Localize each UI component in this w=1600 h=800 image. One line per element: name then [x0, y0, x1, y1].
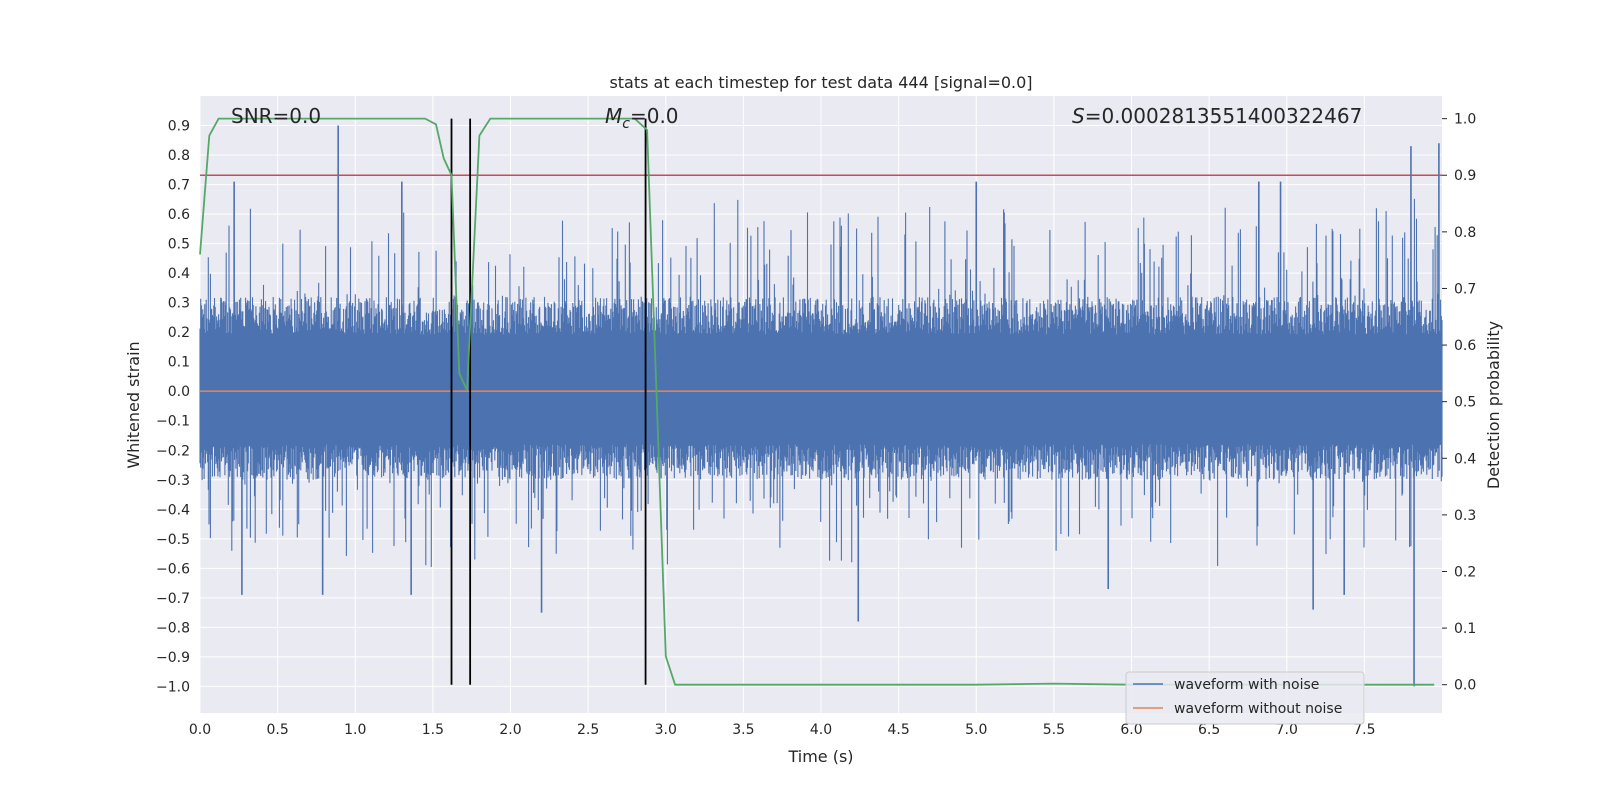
y-tick-label: 0.8 [168, 148, 190, 164]
y2-tick-label: 0.9 [1454, 168, 1476, 184]
legend-label-noise: waveform with noise [1174, 677, 1319, 693]
x-tick-label: 5.0 [965, 722, 987, 738]
x-tick-label: 2.0 [499, 722, 521, 738]
y2-axis-label: Detection probability [1484, 321, 1503, 489]
mc-subscript: c [622, 116, 630, 132]
x-tick-label: 1.0 [344, 722, 366, 738]
legend-box [1125, 671, 1365, 725]
x-tick-label: 0.0 [189, 722, 211, 738]
detection-probability-line [199, 117, 1435, 686]
x-tick-label: 2.5 [577, 722, 599, 738]
y2-tick-label: 0.6 [1454, 338, 1476, 354]
mc-value: =0.0 [630, 104, 679, 128]
y-tick-label: −0.1 [156, 414, 190, 430]
x-tick-label: 7.5 [1353, 722, 1375, 738]
x-tick-label: 7.0 [1276, 722, 1298, 738]
y-tick-label: 0.0 [168, 384, 190, 400]
x-tick-label: 3.5 [732, 722, 754, 738]
x-axis-label: Time (s) [787, 747, 853, 766]
s-value: =0.0002813551400322467 [1085, 104, 1363, 128]
x-tick-label: 6.0 [1120, 722, 1142, 738]
y-tick-label: 0.1 [168, 355, 190, 371]
y2-tick-label: 0.3 [1454, 508, 1476, 524]
x-tick-label: 1.5 [422, 722, 444, 738]
legend-label-clean: waveform without noise [1174, 701, 1342, 717]
x-tick-label: 0.5 [266, 722, 288, 738]
y-tick-label: −0.2 [156, 443, 190, 459]
x-tick-label: 3.0 [655, 722, 677, 738]
y2-tick-label: 0.4 [1454, 451, 1476, 467]
y-tick-label: −1.0 [156, 679, 190, 695]
series-lines [199, 117, 1442, 686]
y-tick-label: 0.6 [168, 207, 190, 223]
y-tick-label: 0.9 [168, 119, 190, 135]
x-tick-label: 4.0 [810, 722, 832, 738]
noise-waveform [199, 125, 1443, 687]
y2-tick-label: 0.2 [1454, 564, 1476, 580]
y-tick-label: 0.2 [168, 325, 190, 341]
y-tick-label: 0.4 [168, 266, 190, 282]
y-tick-label: 0.5 [168, 237, 190, 253]
y-axis-label: Whitened strain [124, 341, 143, 468]
mc-annotation: Mc=0.0 [605, 104, 679, 132]
chart-title: stats at each timestep for test data 444… [609, 73, 1032, 92]
y2-tick-label: 0.8 [1454, 225, 1476, 241]
y-tick-label: −0.6 [156, 561, 190, 577]
y-tick-label: −0.9 [156, 650, 190, 666]
y2-axis-ticks: 1.0 0.9 0.8 0.7 0.6 0.5 0.4 0.3 0.2 0.1 0.0 [1442, 112, 1476, 694]
s-annotation: S=0.0002813551400322467 [1072, 104, 1362, 128]
y2-tick-label: 0.5 [1454, 395, 1476, 411]
y2-tick-label: 1.0 [1454, 112, 1476, 128]
y-tick-label: −0.7 [156, 591, 190, 607]
snr-annotation: SNR=0.0 [231, 104, 321, 128]
y-tick-label: −0.5 [156, 532, 190, 548]
s-symbol: S [1072, 104, 1085, 128]
x-tick-label: 5.5 [1043, 722, 1065, 738]
y2-tick-label: 0.1 [1454, 621, 1476, 637]
y-tick-label: 0.3 [168, 296, 190, 312]
x-axis-ticks: 0.0 0.5 1.0 1.5 2.0 2.5 3.0 3.5 4.0 4.5 5.0 5.5 6.0 6… [189, 722, 1376, 738]
y-tick-label: −0.8 [156, 620, 190, 636]
y-axis-ticks: 0.9 0.8 0.7 0.6 0.5 0.4 0.3 0.2 0.1 0.0 −0.1 −0.2 −0… [156, 119, 190, 696]
x-tick-label: 4.5 [887, 722, 909, 738]
y-tick-label: −0.3 [156, 473, 190, 489]
y-tick-label: 0.7 [168, 178, 190, 194]
y2-tick-label: 0.0 [1454, 678, 1476, 694]
legend: waveform with noise waveform without noi… [1125, 671, 1365, 725]
x-tick-label: 6.5 [1198, 722, 1220, 738]
y-tick-label: −0.4 [156, 502, 190, 518]
mc-symbol: M [605, 104, 622, 128]
y2-tick-label: 0.7 [1454, 281, 1476, 297]
